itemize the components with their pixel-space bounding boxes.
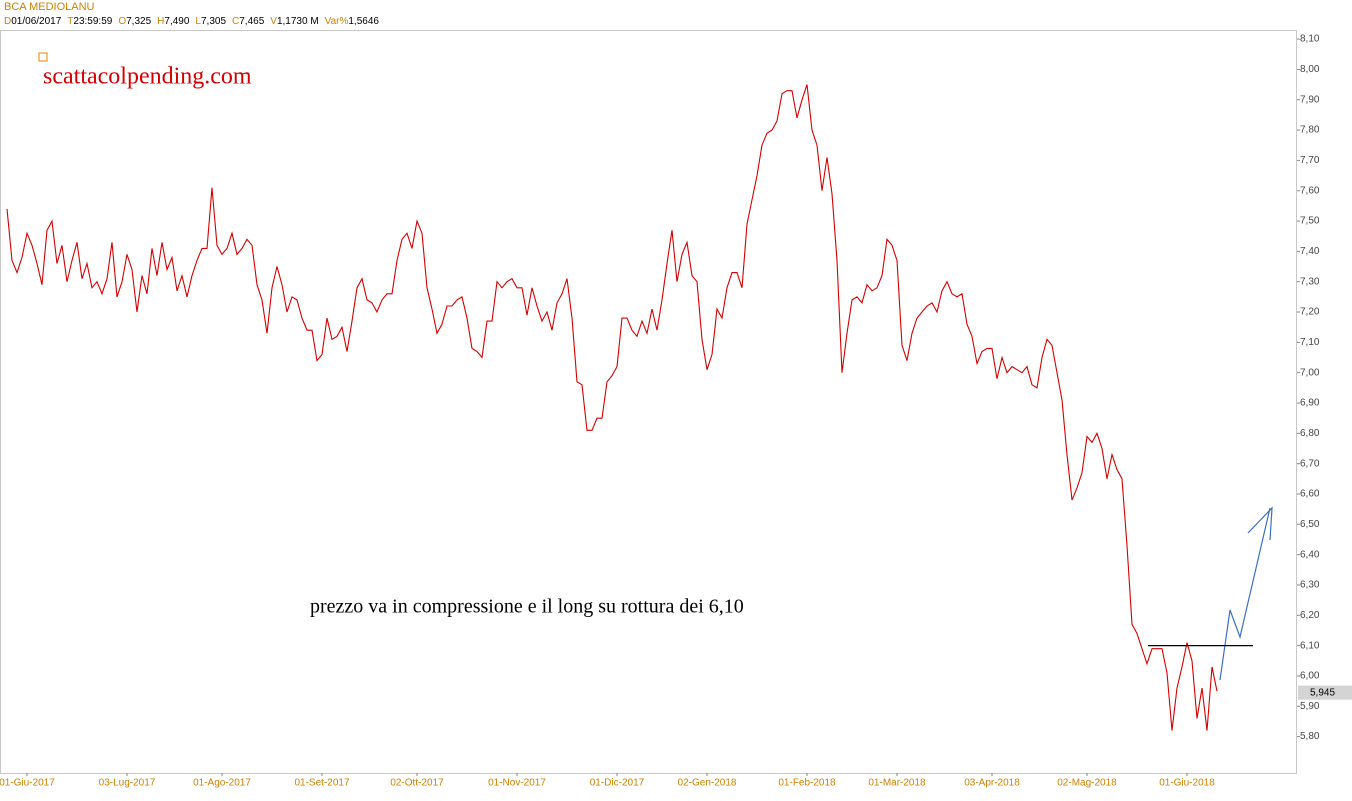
- y-tick-label: 6,80: [1300, 428, 1320, 439]
- info-value: 7,465: [239, 16, 265, 27]
- y-tick-label: 6,00: [1300, 671, 1320, 682]
- x-tick-label: 03-Apr-2018: [964, 778, 1020, 789]
- y-tick-label: 5,90: [1300, 701, 1320, 712]
- marker-square: [38, 52, 48, 62]
- info-key: V: [270, 16, 277, 27]
- info-value: 23:59:59: [73, 16, 113, 27]
- y-tick-label: 7,10: [1300, 337, 1320, 348]
- y-tick-label: 8,10: [1300, 34, 1320, 45]
- y-tick-label: 8,00: [1300, 64, 1320, 75]
- x-tick-label: 01-Set-2017: [294, 778, 349, 789]
- y-tick-label: 7,40: [1300, 246, 1320, 257]
- y-tick-label: 7,70: [1300, 155, 1320, 166]
- x-tick-label: 02-Mag-2018: [1057, 778, 1117, 789]
- y-tick-label: 5,80: [1300, 731, 1320, 742]
- last-value-label: 5,945: [1310, 687, 1335, 698]
- info-value: 01/06/2017: [11, 16, 62, 27]
- annotation: prezzo va in compressione e il long su r…: [310, 596, 744, 618]
- info-value: 1,1730 M: [276, 16, 319, 27]
- x-tick-label: 01-Giu-2017: [0, 778, 55, 789]
- info-key: C: [232, 16, 240, 27]
- info-bar: D01/06/2017 T23:59:59 O7,325 H7,490 L7,305 C7…: [4, 16, 385, 27]
- arrow-head: [1247, 506, 1273, 541]
- y-tick-label: 7,50: [1300, 216, 1320, 227]
- y-tick-label: 7,80: [1300, 125, 1320, 136]
- y-tick-label: 6,30: [1300, 580, 1320, 591]
- info-key: O: [118, 16, 127, 27]
- y-tick-label: 6,10: [1300, 640, 1320, 651]
- x-tick-label: 01-Mar-2018: [868, 778, 926, 789]
- info-key: Var%: [324, 16, 349, 27]
- y-tick-label: 6,50: [1300, 519, 1320, 530]
- plot-frame: [0, 30, 1297, 774]
- y-tick-label: 6,40: [1300, 549, 1320, 560]
- x-tick-label: 02-Ott-2017: [390, 778, 444, 789]
- y-tick-label: 7,00: [1300, 367, 1320, 378]
- y-tick-label: 6,70: [1300, 458, 1320, 469]
- x-tick-label: 02-Gen-2018: [678, 778, 737, 789]
- x-tick-label: 01-Ago-2017: [193, 778, 251, 789]
- info-key: T: [67, 16, 74, 27]
- watermark: scattacolpending.com: [43, 64, 252, 90]
- info-value: 1,5646: [348, 16, 379, 27]
- y-tick-label: 7,90: [1300, 94, 1320, 105]
- x-tick-label: 01-Nov-2017: [488, 778, 546, 789]
- last-value-box: [1298, 685, 1352, 700]
- info-key: D: [4, 16, 12, 27]
- chart-title: BCA MEDIOLANU: [4, 1, 95, 13]
- y-tick-label: 7,30: [1300, 276, 1320, 287]
- info-value: 7,325: [126, 16, 152, 27]
- info-value: 7,305: [200, 16, 227, 27]
- info-key: H: [157, 16, 165, 27]
- y-tick-label: 7,60: [1300, 185, 1320, 196]
- projection-arrow: [1219, 507, 1271, 681]
- info-key: L: [195, 16, 201, 27]
- y-tick-label: 6,90: [1300, 398, 1320, 409]
- x-tick-label: 01-Feb-2018: [778, 778, 836, 789]
- x-tick-label: 01-Giu-2018: [1159, 778, 1215, 789]
- x-tick-label: 03-Lug-2017: [99, 778, 156, 789]
- info-value: 7,490: [164, 16, 190, 27]
- x-tick-label: 01-Dic-2017: [590, 778, 645, 789]
- y-tick-label: 6,20: [1300, 610, 1320, 621]
- y-tick-label: 6,60: [1300, 489, 1320, 500]
- y-tick-label: 7,20: [1300, 307, 1320, 318]
- price-line: [6, 84, 1218, 731]
